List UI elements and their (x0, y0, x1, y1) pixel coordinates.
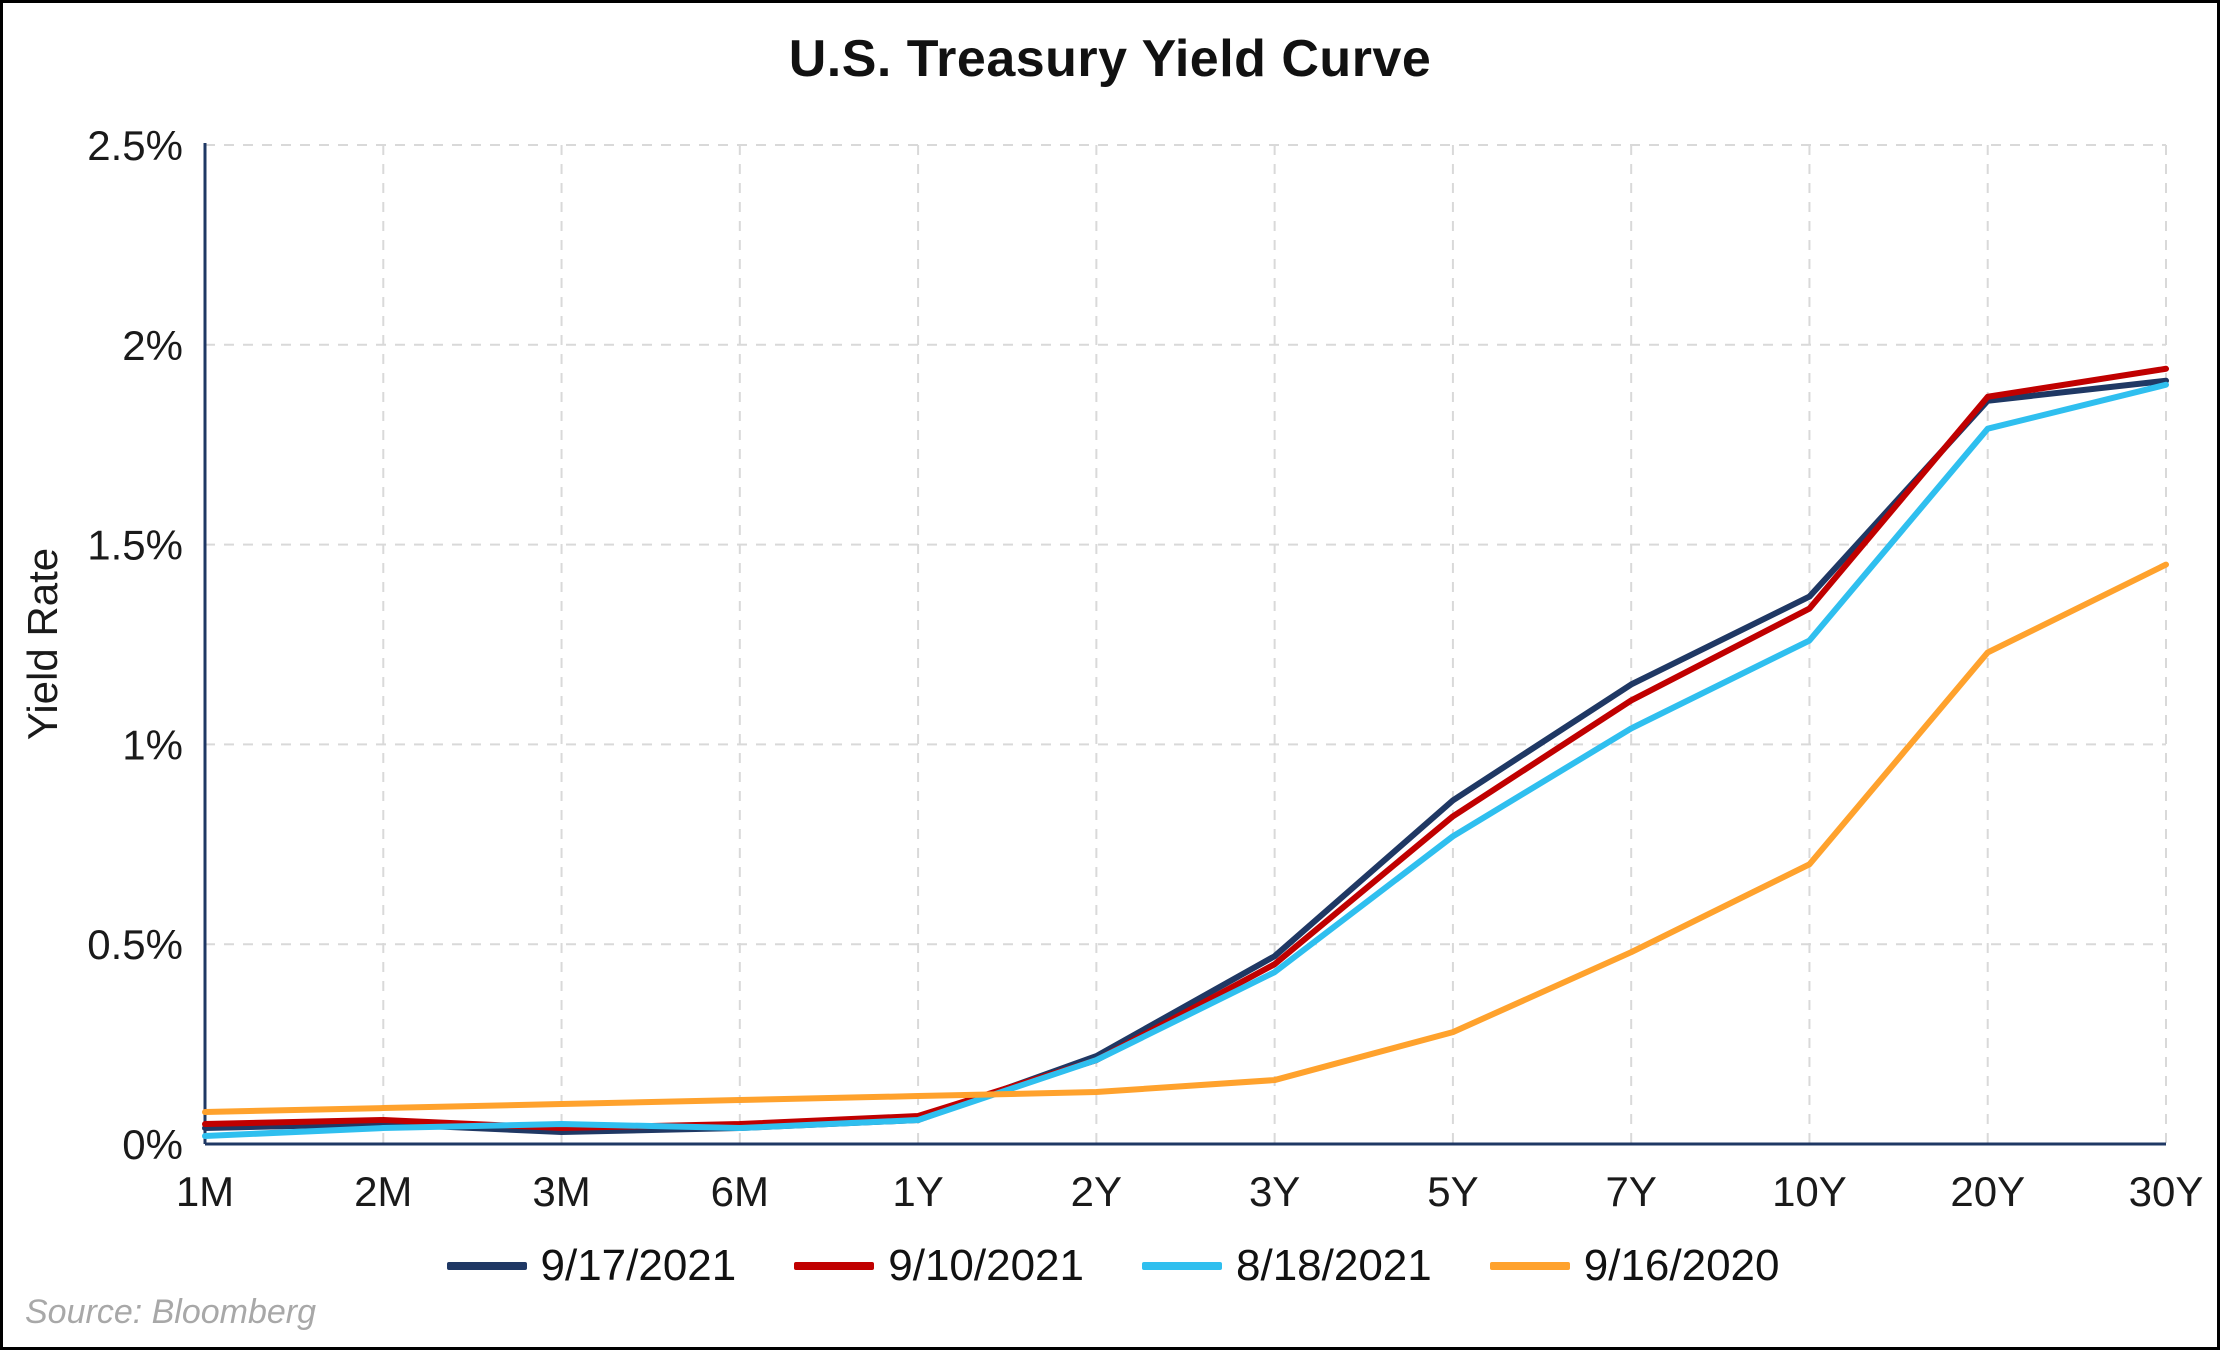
legend-item: 9/10/2021 (794, 1241, 1084, 1291)
x-tick-label: 3M (532, 1168, 590, 1215)
x-tick-label: 7Y (1605, 1168, 1656, 1215)
x-tick-label: 30Y (2129, 1168, 2204, 1215)
legend-item: 9/17/2021 (446, 1241, 737, 1291)
x-tick-label: 1M (176, 1168, 234, 1215)
x-tick-label: 3Y (1249, 1168, 1300, 1215)
chart-title: U.S. Treasury Yield Curve (788, 30, 1432, 88)
legend-swatch (446, 1262, 527, 1270)
y-tick-label: 1% (122, 721, 183, 768)
legend-label: 8/18/2021 (1236, 1241, 1432, 1290)
legend-label: 9/16/2020 (1583, 1241, 1780, 1290)
legend-swatch (1142, 1262, 1222, 1270)
x-tick-label: 2Y (1071, 1168, 1122, 1215)
x-tick-label: 1Y (892, 1168, 943, 1215)
legend-label: 9/10/2021 (888, 1241, 1084, 1290)
legend-label: 9/17/2021 (540, 1241, 737, 1290)
x-tick-label: 5Y (1427, 1168, 1478, 1215)
yield-curve-plot: 0% 0.5% 1% 1.5% 2% 2.5% 1M 2M 3M 6M 1Y 2Y 3Y 5Y 7Y 10Y 2… (87, 122, 2204, 1215)
y-tick-label: 0.5% (87, 921, 183, 968)
x-tick-label: 20Y (1950, 1168, 2025, 1215)
source-note: Source: Bloomberg (25, 1293, 317, 1331)
x-tick-label: 2M (354, 1168, 412, 1215)
y-tick-label: 1.5% (87, 522, 183, 569)
y-tick-label: 2.5% (87, 122, 183, 169)
legend-item: 9/16/2020 (1489, 1241, 1780, 1291)
y-tick-label: 0% (122, 1121, 183, 1168)
series-line-9/17/2021 (202, 377, 2169, 1136)
legend-item: 8/18/2021 (1142, 1241, 1432, 1291)
series-line-9/16/2020 (202, 561, 2169, 1116)
series-line-8/18/2021 (202, 381, 2169, 1140)
y-tick-label: 2% (122, 322, 183, 369)
legend-swatch (794, 1262, 875, 1270)
legend: 9/17/2021 9/10/2021 8/18/2021 9/16/2020 (3, 1241, 2217, 1291)
x-tick-label: 6M (711, 1168, 769, 1215)
legend-swatch (1489, 1262, 1570, 1270)
x-tick-label: 10Y (1772, 1168, 1847, 1215)
